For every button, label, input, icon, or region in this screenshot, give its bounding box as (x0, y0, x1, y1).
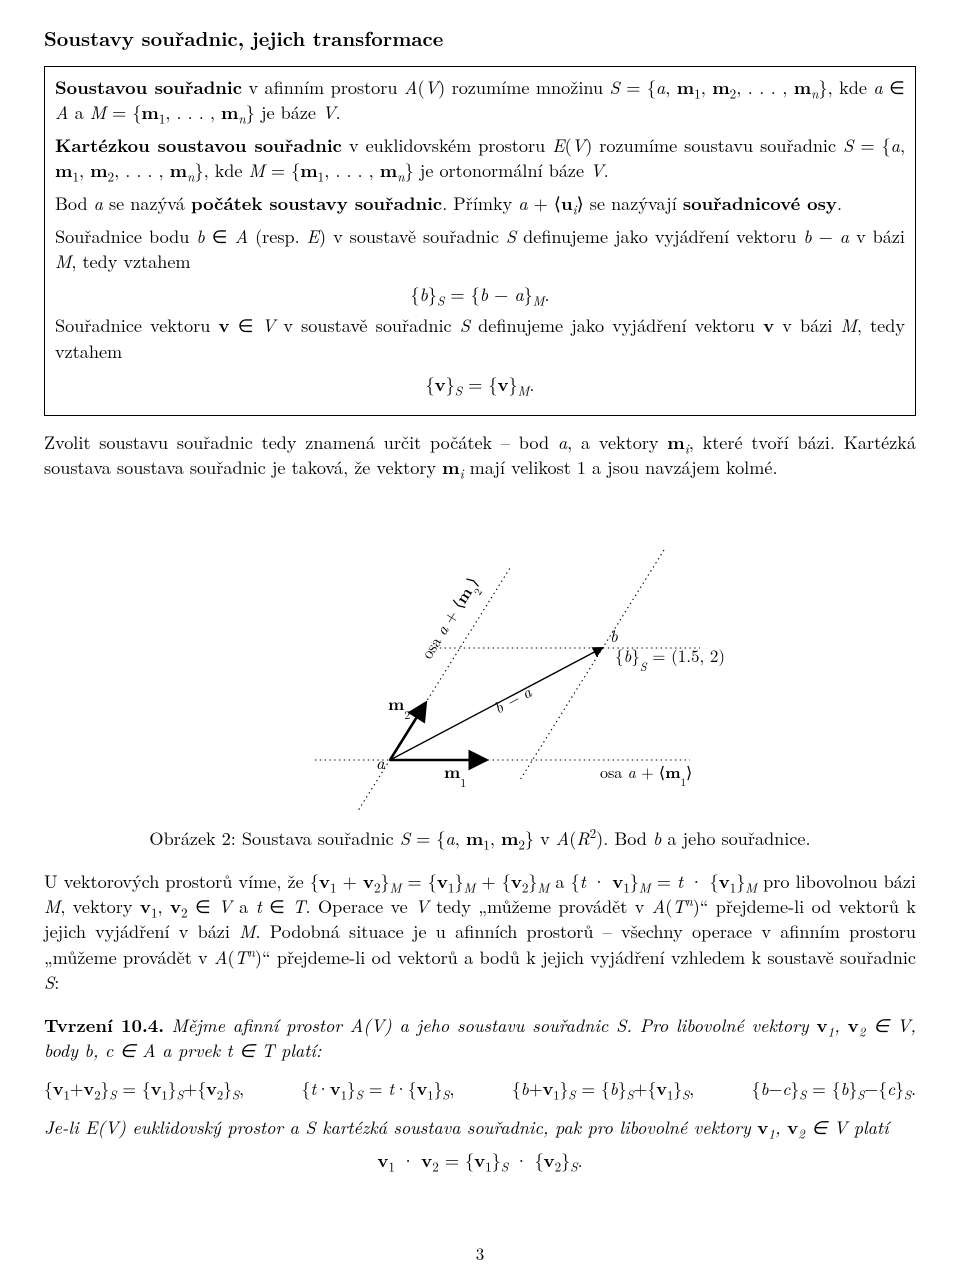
eq-scalar: {t·v1}S = t·{v1}S, (302, 1077, 455, 1101)
text: v afinním prostoru (242, 74, 404, 100)
text: v soustavě souřadnic (275, 312, 460, 338)
theorem-final-eq: v1 · v2 = {v1}S · {v2}S. (44, 1148, 916, 1173)
figure-2: a b {b}S = (1.5, 2) m1 m2 osa a + ⟨m2⟩ b… (44, 490, 916, 816)
def-paragraph-4: Souřadnice bodu b ∈ A (resp. E) v sousta… (55, 224, 905, 274)
label-m2: m2 (388, 692, 410, 723)
eq-point-plus-vec: {b+v1}S = {b}S+{v1}S, (512, 1077, 694, 1101)
text: definujeme jako vyjádření vektoru (516, 223, 803, 249)
text: ) v soustavě souřadnic (319, 223, 506, 249)
text: se nazývá (103, 190, 191, 216)
def-paragraph-1: Soustavou souřadnic v afinním prostoru A… (55, 75, 905, 125)
label-m1: m1 (444, 760, 466, 791)
text: rozumíme soustavu souřadnic (592, 132, 843, 158)
term-axes: souřadnicové osy (683, 190, 837, 216)
axis-m2-line (346, 568, 510, 810)
text: . Přímky (442, 190, 518, 216)
text: se nazývají (584, 190, 683, 216)
theorem-statement: Mějme afinní prostor A(V) a jeho soustav… (44, 1013, 916, 1063)
equation-bS: {b}S = {b − a}M. (55, 282, 905, 307)
theorem-post: Je-li E(V) euklidovský prostor a S karté… (44, 1115, 916, 1140)
theorem-equations: {v1+v2}S = {v1}S+{v2}S, {t·v1}S = t·{v1}… (44, 1077, 916, 1101)
theorem-head: Tvrzení 10.4. (44, 1012, 164, 1038)
text: , kde (828, 74, 874, 100)
text: Souřadnice bodu (55, 223, 196, 249)
label-axis-m1: osa a + ⟨m1⟩ (600, 760, 692, 790)
text: Bod (55, 190, 94, 216)
text: v bázi (774, 312, 840, 338)
page: Soustavy souřadnic, jejich transformace … (0, 0, 960, 1279)
def-paragraph-2: Kartézkou soustavou souřadnic v euklidov… (55, 133, 905, 183)
figure-2-caption: Obrázek 2: Soustava souřadnic S = {a, m1… (44, 826, 916, 851)
text: , kde (204, 157, 249, 183)
text: je ortonormální báze (414, 157, 590, 183)
equation-vS: {v}S = {v}M. (55, 372, 905, 397)
def-paragraph-3: Bod a se nazývá počátek soustavy souřadn… (55, 191, 905, 216)
text: definujeme jako vyjádření vektoru (470, 312, 763, 338)
text: , tedy vztahem (71, 248, 190, 274)
vector-space-paragraph: U vektorových prostorů víme, že {v1 + v2… (44, 869, 916, 995)
after-box-paragraph: Zvolit soustavu souřadnic tedy znamená u… (44, 430, 916, 480)
label-a: a (376, 750, 385, 774)
text: v euklidovském prostoru (342, 132, 552, 158)
term-cartesian: Kartézkou soustavou souřadnic (55, 132, 342, 158)
eq-point-diff: {b−c}S = {b}S−{c}S. (752, 1077, 916, 1101)
label-b-minus-a: b − a (490, 679, 536, 718)
text: (resp. (248, 223, 307, 249)
term-coord-system: Soustavou souřadnic (55, 74, 242, 100)
eq-sum: {v1+v2}S = {v1}S+{v2}S, (44, 1077, 244, 1101)
text: v bázi (849, 223, 905, 249)
def-paragraph-5: Souřadnice vektoru v ∈ V v soustavě souř… (55, 313, 905, 363)
term-origin: počátek soustavy souřadnic (191, 190, 442, 216)
section-title: Soustavy souřadnic, jejich transformace (44, 24, 916, 52)
page-number: 3 (0, 1242, 960, 1265)
text: rozumíme množinu (445, 74, 609, 100)
text: je báze (255, 99, 322, 125)
text: Souřadnice vektoru (55, 312, 218, 338)
diagram-svg: a b {b}S = (1.5, 2) m1 m2 osa a + ⟨m2⟩ b… (200, 490, 760, 810)
theorem-10-4: Tvrzení 10.4. Mějme afinní prostor A(V) … (44, 1013, 916, 1063)
label-axis-m2: osa a + ⟨m2⟩ (415, 572, 489, 666)
definition-box: Soustavou souřadnic v afinním prostoru A… (44, 66, 916, 416)
label-bS: {b}S = (1.5, 2) (615, 643, 725, 675)
